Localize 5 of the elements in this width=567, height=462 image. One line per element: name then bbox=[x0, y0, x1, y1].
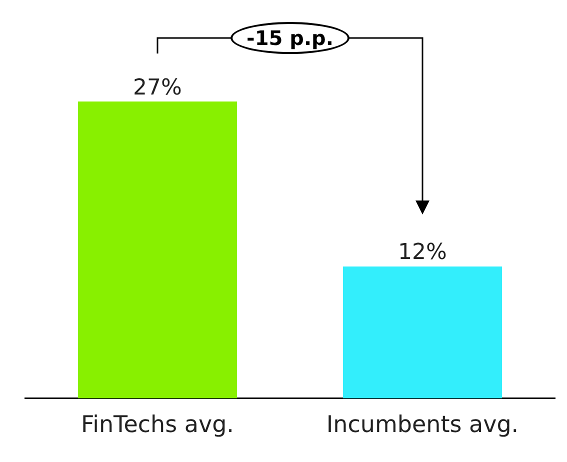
x-tick-label: FinTechs avg. bbox=[81, 412, 234, 438]
text: -15 p.p. bbox=[230, 22, 350, 54]
data-label: 12% bbox=[398, 240, 447, 266]
x-tick-label: Incumbents avg. bbox=[326, 412, 519, 438]
data-label: 27% bbox=[133, 75, 182, 100]
